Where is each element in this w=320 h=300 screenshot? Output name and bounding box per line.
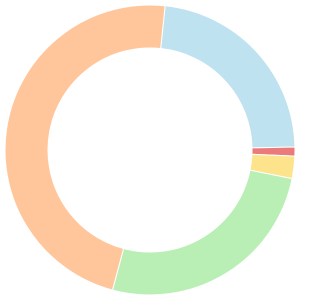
donut-slice [4,4,166,291]
donut-slice [111,169,293,296]
donut-slice [160,5,296,149]
chart [4,4,296,296]
